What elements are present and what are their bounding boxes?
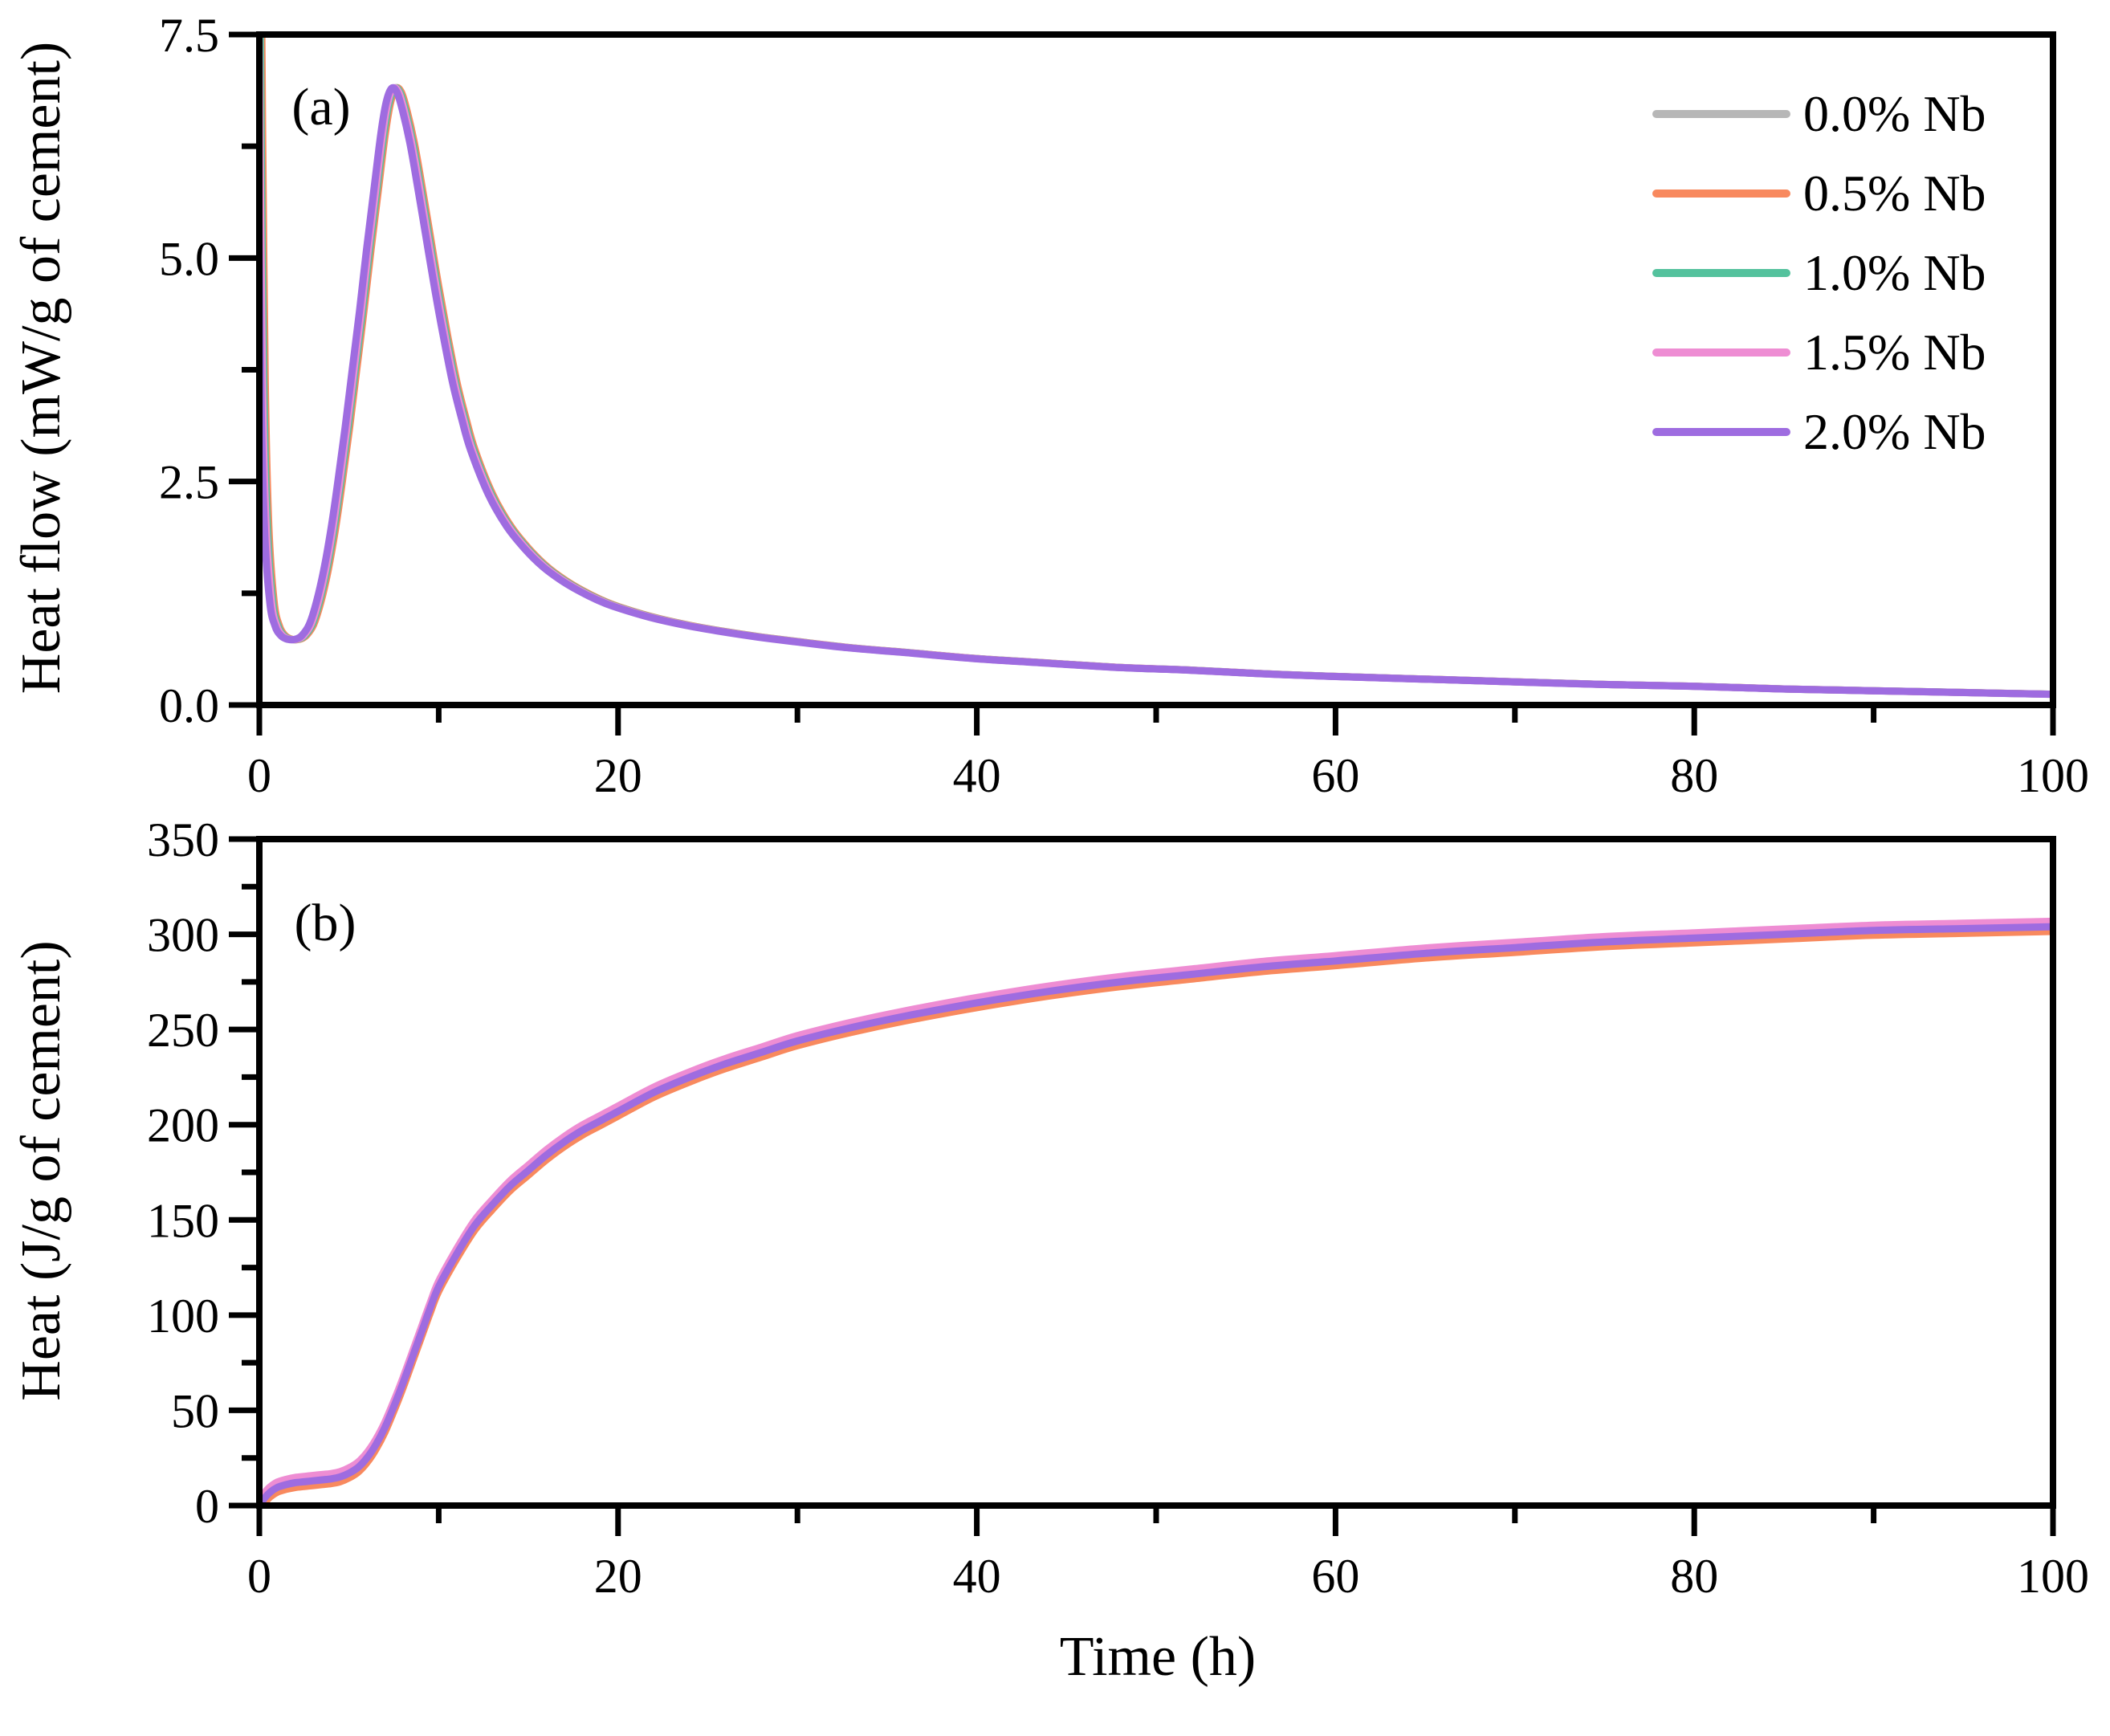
legend-label: 1.0% Nb xyxy=(1803,243,1986,301)
x-tick-label: 80 xyxy=(1670,1550,1718,1603)
y-tick-label: 5.0 xyxy=(159,232,219,285)
y-tick-label: 7.5 xyxy=(159,9,219,62)
x-tick-label: 40 xyxy=(953,1550,1001,1603)
legend: 0.0% Nb 0.5% Nb 1.0% Nb 1.5% Nb 2.0% Nb xyxy=(1652,74,1986,471)
legend-line-swatch xyxy=(1652,427,1790,436)
y-tick-label: 200 xyxy=(147,1099,219,1152)
panel-a-label: (a) xyxy=(291,78,351,137)
panel-a-y-axis-title: Heat flow (mW/g of cement) xyxy=(10,41,72,695)
x-tick-label: 40 xyxy=(953,749,1001,802)
x-tick-label: 100 xyxy=(2017,1550,2089,1603)
panel-b-curve-0-0-nb xyxy=(259,925,2053,1506)
panel-b-curve-0-5-nb xyxy=(259,927,2053,1506)
x-axis-title: Time (h) xyxy=(1059,1626,1257,1688)
legend-line-swatch xyxy=(1652,189,1790,198)
panel-b-curve-1-5-nb xyxy=(259,917,2053,1504)
panel-b-label: (b) xyxy=(294,894,356,952)
legend-line-swatch xyxy=(1652,348,1790,357)
panel-b-y-axis-title: Heat (J/g of cement) xyxy=(10,940,72,1401)
y-tick-label: 0 xyxy=(195,1480,219,1533)
x-tick-label: 20 xyxy=(594,749,642,802)
legend-line-swatch xyxy=(1652,268,1790,277)
legend-row: 1.0% Nb xyxy=(1652,233,1986,312)
x-tick-label: 60 xyxy=(1311,749,1359,802)
legend-label: 2.0% Nb xyxy=(1803,402,1986,460)
legend-label: 0.0% Nb xyxy=(1803,84,1986,142)
y-tick-label: 100 xyxy=(147,1290,219,1343)
x-tick-label: 100 xyxy=(2017,749,2089,802)
y-tick-label: 0.0 xyxy=(159,679,219,732)
y-tick-label: 150 xyxy=(147,1194,219,1247)
legend-row: 2.0% Nb xyxy=(1652,392,1986,471)
x-tick-label: 60 xyxy=(1311,1550,1359,1603)
y-tick-label: 2.5 xyxy=(159,456,219,509)
x-tick-label: 0 xyxy=(247,749,271,802)
panel-b-curve-1-0-nb xyxy=(259,920,2053,1506)
x-tick-label: 0 xyxy=(247,1550,271,1603)
legend-label: 1.5% Nb xyxy=(1803,323,1986,381)
legend-row: 1.5% Nb xyxy=(1652,312,1986,392)
panel-b-curve-2-0-nb xyxy=(259,923,2053,1506)
panel-a-curve-2-0-nb xyxy=(259,35,2053,699)
legend-label: 0.5% Nb xyxy=(1803,164,1986,222)
x-tick-label: 20 xyxy=(594,1550,642,1603)
legend-line-swatch xyxy=(1652,109,1790,118)
y-tick-label: 350 xyxy=(147,813,219,866)
legend-row: 0.0% Nb xyxy=(1652,74,1986,153)
y-tick-label: 250 xyxy=(147,1004,219,1057)
y-tick-label: 300 xyxy=(147,909,219,962)
legend-row: 0.5% Nb xyxy=(1652,153,1986,233)
x-tick-label: 80 xyxy=(1670,749,1718,802)
y-tick-label: 50 xyxy=(171,1384,219,1437)
